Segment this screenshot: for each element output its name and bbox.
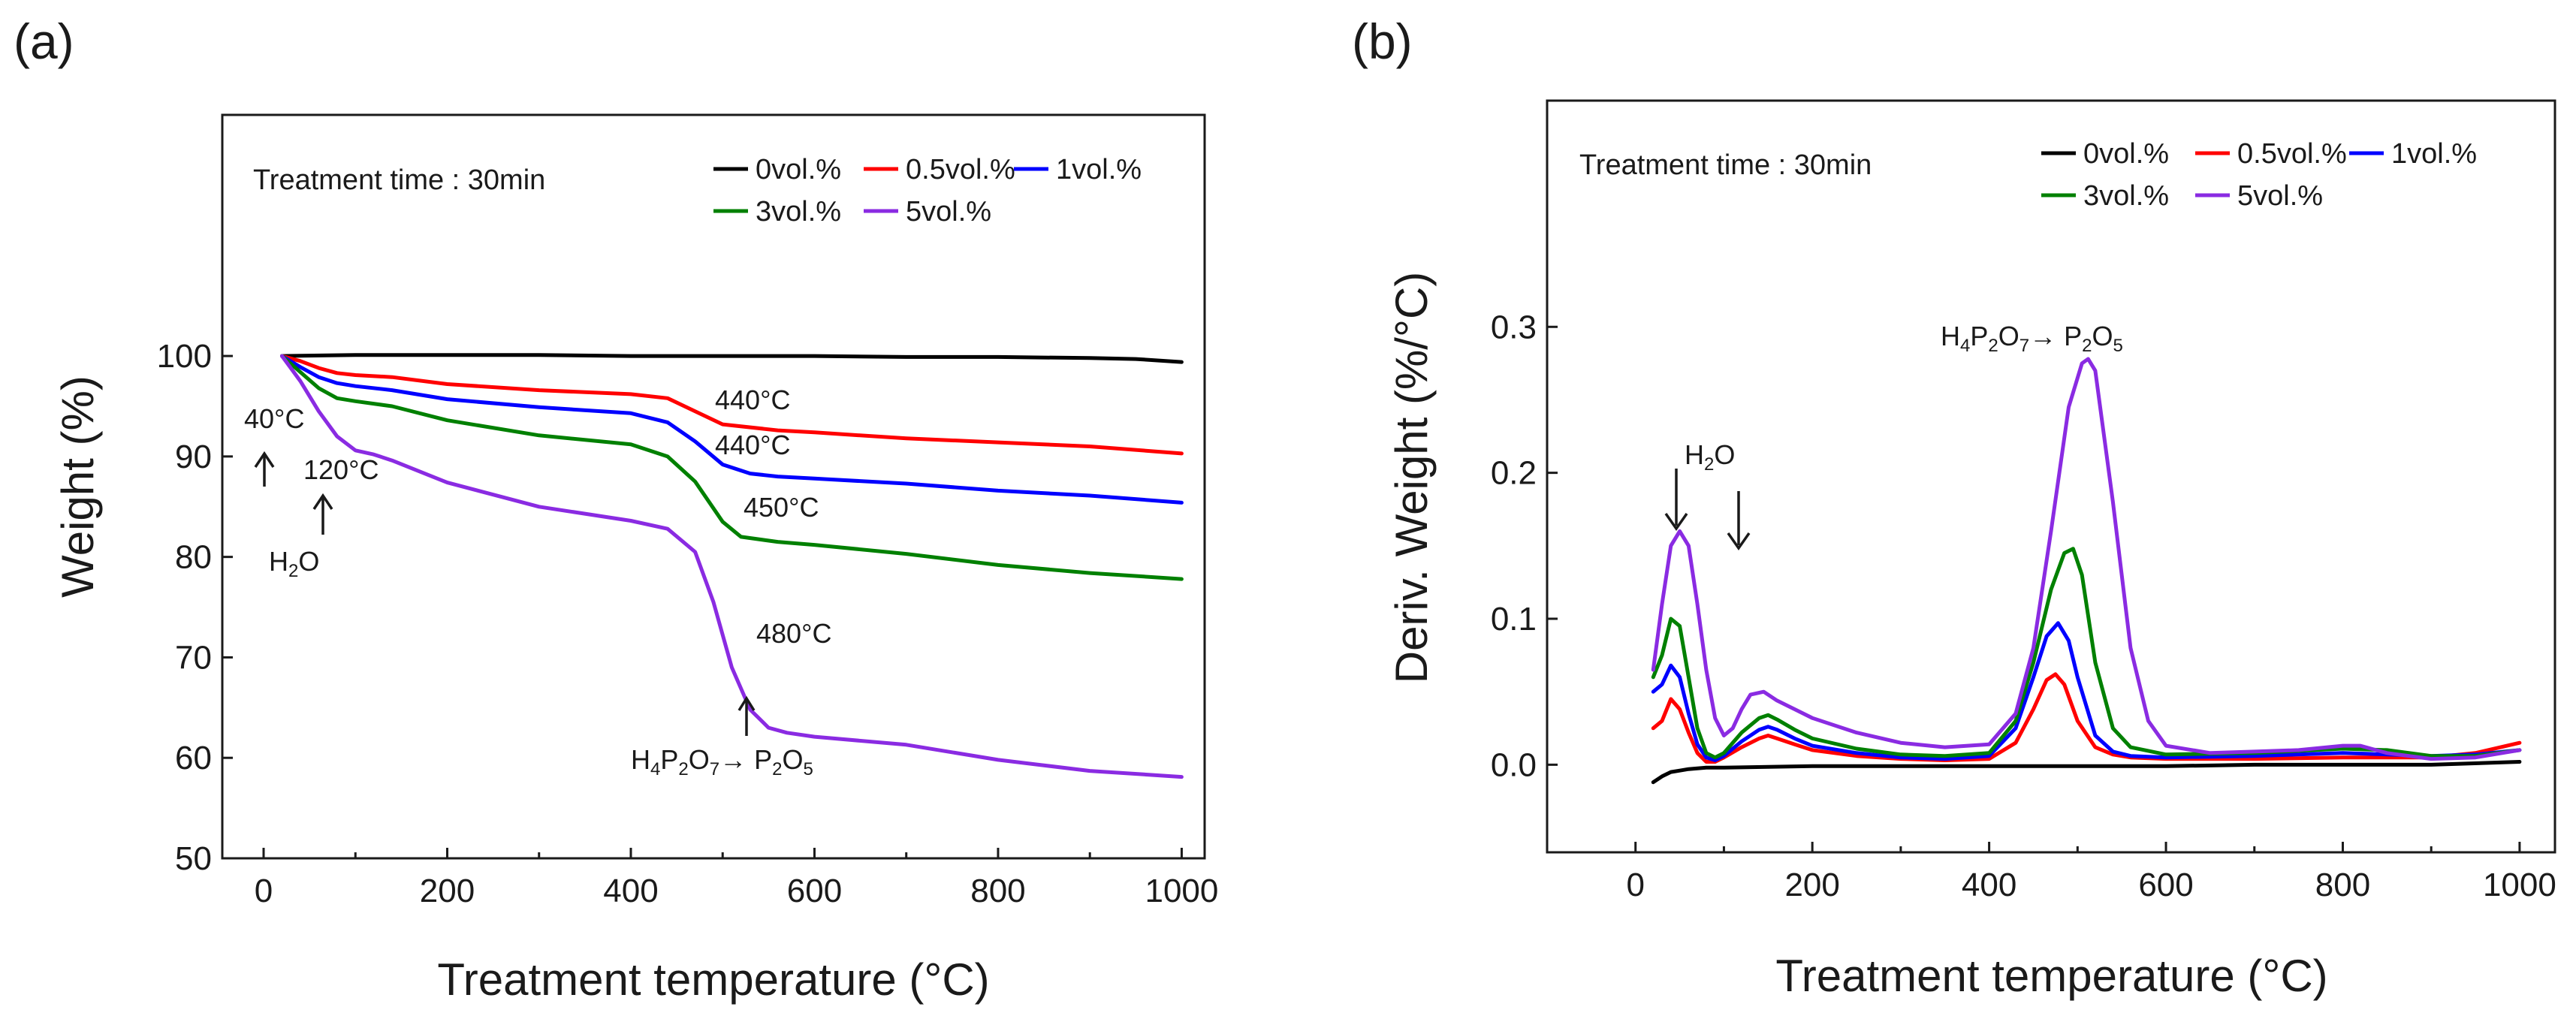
panel-b-series-3vol — [1651, 547, 2522, 760]
panel-b-y-ticks: 0.0 0.1 0.2 0.3 — [1491, 309, 1558, 783]
panel-a-arrow-h4p2o7 — [738, 695, 756, 736]
panel-a-legend-label-5vol: 5vol.% — [906, 196, 991, 228]
panel-b-series-5vol — [1651, 357, 2522, 761]
panel-b-series — [1651, 357, 2522, 785]
panel-b-x-tick-label: 1000 — [2483, 867, 2556, 903]
panel-a-x-tick-label: 600 — [787, 873, 842, 909]
panel-a-legend-label-0vol: 0vol.% — [756, 154, 841, 185]
panel-b-x-tick-label: 800 — [2315, 867, 2370, 903]
panel-a-x-tick-label: 800 — [970, 873, 1025, 909]
panel-a-plot-frame — [221, 113, 1206, 860]
panel-b-legend-label-1vol: 1vol.% — [2391, 138, 2477, 170]
panel-a-annotation-40c: 40°C — [244, 403, 304, 434]
panel-b-annotation-h4p2o7: H4P2O7→ P2O5 — [1941, 321, 2123, 356]
panel-a-annotation-h4p2o7: H4P2O7→ P2O5 — [631, 744, 813, 779]
panel-a-arrow-40c — [254, 451, 275, 487]
panel-b-legend-label-5vol: 5vol.% — [2237, 180, 2323, 212]
panel-a-series-1vol — [280, 354, 1184, 505]
panel-b-legend-label-0vol: 0vol.% — [2083, 138, 2169, 170]
panel-a: (a) 50 60 70 80 90 100 0 200 400 600 800 1000 Weig… — [14, 14, 1218, 1005]
panel-b-legend-label-0-5vol: 0.5vol.% — [2237, 138, 2347, 170]
panel-b-plot-frame — [1546, 99, 2556, 854]
panel-a-arrow-120c — [312, 493, 333, 535]
panel-a-legend-label-3vol: 3vol.% — [756, 196, 841, 228]
panel-b-series-1vol — [1651, 621, 2522, 762]
panel-a-x-tick-label: 1000 — [1145, 873, 1218, 909]
panel-b-x-tick-label: 0 — [1626, 867, 1644, 903]
panel-b-arrow-h2o-40c — [1664, 469, 1688, 532]
panel-a-y-ticks: 50 60 70 80 90 100 — [157, 338, 233, 877]
panel-a-series-0-5vol — [280, 354, 1184, 456]
panel-a-series — [280, 353, 1184, 779]
panel-a-annotation-h2o: H2O — [269, 546, 319, 581]
panel-b-series-0vol — [1651, 760, 2522, 785]
panel-a-series-0vol — [280, 353, 1184, 364]
panel-a-y-tick-label: 90 — [175, 439, 212, 475]
panel-a-annotation-450c: 450°C — [744, 492, 819, 523]
panel-b-x-tick-label: 400 — [1962, 867, 2016, 903]
panel-b-x-tick-label: 200 — [1784, 867, 1839, 903]
panel-a-x-axis-title: Treatment temperature (°C) — [437, 954, 989, 1005]
panel-b-y-tick-label: 0.2 — [1491, 455, 1537, 492]
panel-b-legend-title: Treatment time : 30min — [1579, 149, 1872, 181]
panel-b-annotation-h2o: H2O — [1685, 439, 1735, 475]
panel-b: (b) 0.0 0.1 0.2 0.3 0 200 400 600 800 1000 Deriv… — [1352, 14, 2556, 1001]
panel-b-x-tick-label: 600 — [2138, 867, 2193, 903]
panel-b-y-tick-label: 0.0 — [1491, 746, 1537, 783]
panel-a-x-ticks: 0 200 400 600 800 1000 — [255, 848, 1218, 909]
panel-b-y-tick-label: 0.3 — [1491, 309, 1537, 345]
panel-a-annotation-440c-red: 440°C — [715, 384, 790, 415]
panel-b-y-tick-label: 0.1 — [1491, 601, 1537, 638]
panel-a-annotation-440c-blue: 440°C — [715, 430, 790, 460]
panel-a-legend-title: Treatment time : 30min — [253, 164, 545, 196]
panel-b-x-axis-title: Treatment temperature (°C) — [1775, 951, 2327, 1001]
panel-a-y-axis-title: Weight (%) — [53, 375, 103, 598]
panel-a-annotation-120c: 120°C — [303, 454, 379, 485]
panel-a-legend-label-0-5vol: 0.5vol.% — [906, 154, 1015, 185]
panel-a-y-tick-label: 80 — [175, 539, 212, 576]
panel-b-legend: 0vol.% 0.5vol.% 1vol.% 3vol.% 5vol.% — [2041, 138, 2477, 212]
panel-a-y-tick-label: 50 — [175, 840, 212, 877]
panel-b-arrow-h2o-120c — [1727, 491, 1751, 551]
panel-a-y-tick-label: 70 — [175, 639, 212, 676]
panel-a-label: (a) — [14, 14, 74, 69]
panel-a-legend: 0vol.% 0.5vol.% 1vol.% 3vol.% 5vol.% — [713, 154, 1142, 228]
panel-a-series-5vol — [280, 354, 1184, 779]
panel-a-x-tick-label: 0 — [255, 873, 273, 909]
panel-a-annotation-480c: 480°C — [756, 618, 831, 649]
panel-a-y-tick-label: 100 — [157, 338, 212, 375]
panel-a-x-tick-label: 400 — [603, 873, 658, 909]
panel-b-legend-label-3vol: 3vol.% — [2083, 180, 2169, 212]
panel-b-y-axis-title: Deriv. Weight (%/°C) — [1386, 272, 1437, 684]
panel-b-x-ticks: 0 200 400 600 800 1000 — [1626, 842, 2556, 903]
panel-a-series-3vol — [280, 354, 1184, 581]
panel-a-y-tick-label: 60 — [175, 740, 212, 776]
panel-a-legend-label-1vol: 1vol.% — [1056, 154, 1142, 185]
panel-b-label: (b) — [1352, 14, 1413, 69]
panel-a-x-tick-label: 200 — [420, 873, 475, 909]
